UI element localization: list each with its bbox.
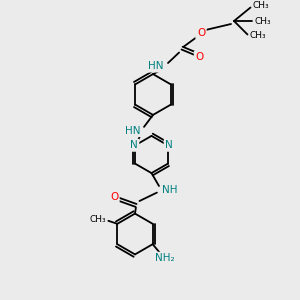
Text: NH₂: NH₂ [155,253,175,263]
Text: N: N [165,140,173,150]
Text: NH: NH [162,184,178,195]
Text: HN: HN [125,125,141,136]
Text: CH₃: CH₃ [89,215,106,224]
Text: CH₃: CH₃ [254,16,271,26]
Text: N: N [130,140,138,150]
Text: O: O [110,191,118,202]
Text: CH₃: CH₃ [253,2,269,10]
Text: HN: HN [148,61,164,71]
Text: CH₃: CH₃ [249,32,266,40]
Text: O: O [195,52,204,62]
Text: O: O [197,28,205,38]
